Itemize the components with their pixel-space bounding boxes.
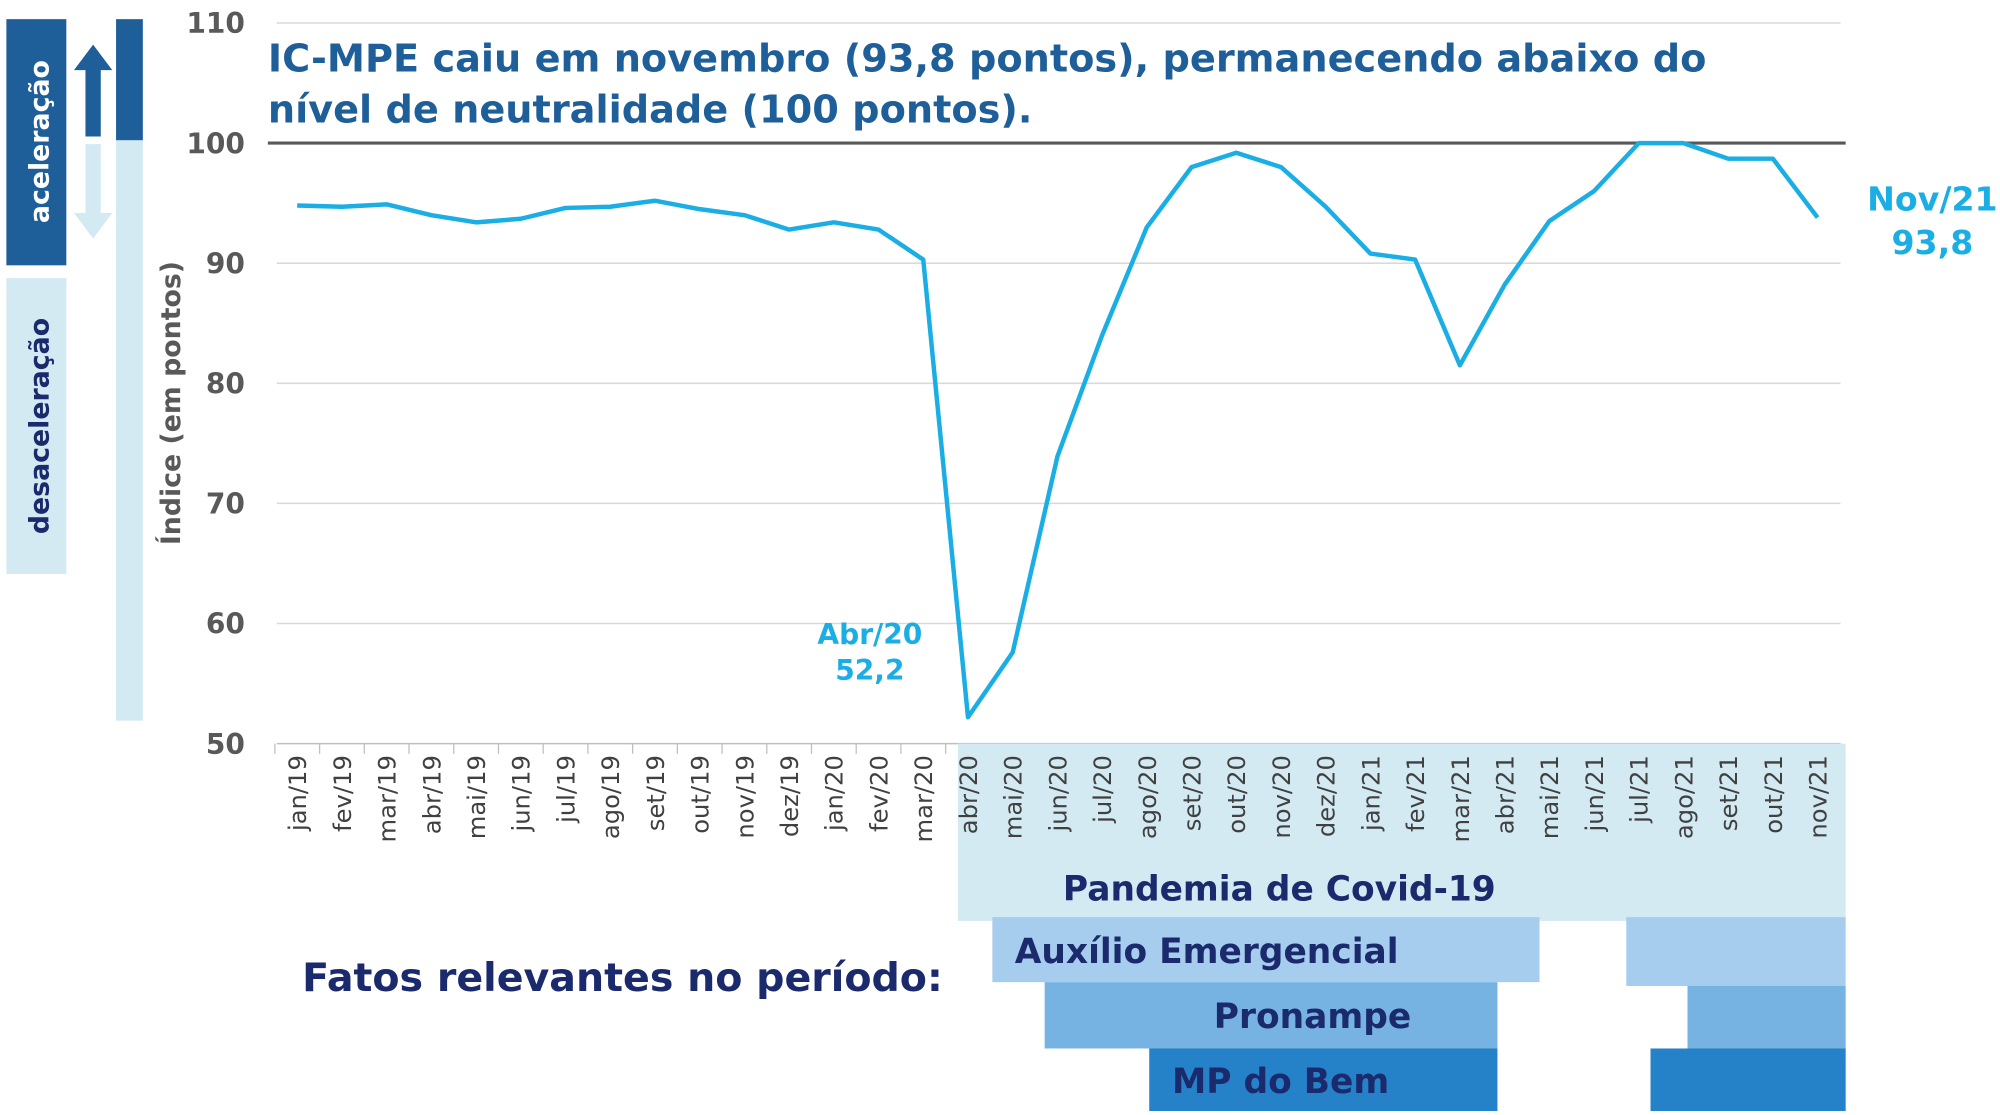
y-axis-label: Índice (em pontos) <box>155 261 187 545</box>
decel-label: desaceleração <box>24 318 55 534</box>
x-tick-label: ago/19 <box>597 755 625 839</box>
pronampe-box <box>1687 985 1846 1049</box>
x-tick-label: nov/20 <box>1268 755 1296 838</box>
data-line <box>297 140 1820 720</box>
x-tick-label: out/20 <box>1223 755 1251 834</box>
x-tick-label: out/21 <box>1760 755 1788 834</box>
x-tick-label: abr/19 <box>418 755 446 834</box>
x-tick-label: jul/20 <box>1089 755 1117 824</box>
x-tick-label: dez/20 <box>1313 755 1341 837</box>
pandemic-box <box>957 743 1846 921</box>
x-tick-label: jan/19 <box>284 755 312 832</box>
x-tick-label: fev/21 <box>1402 755 1430 832</box>
decel-bar <box>116 140 143 721</box>
period-heading: Fatos relevantes no período: <box>302 955 943 1001</box>
x-tick-label: abr/20 <box>955 755 983 834</box>
period-label: MP do Bem <box>1172 1062 1389 1102</box>
accel-label: aceleração <box>24 60 55 223</box>
x-tick-label: jul/21 <box>1626 755 1654 824</box>
x-tick-label: set/21 <box>1715 755 1743 831</box>
accel-box <box>6 19 67 266</box>
value-label: 52,2 <box>835 654 904 687</box>
x-tick-label: set/20 <box>1178 755 1206 831</box>
y-tick-label: 70 <box>206 488 245 521</box>
y-tick-label: 50 <box>206 728 245 761</box>
mp-box <box>1149 1048 1498 1111</box>
x-tick-label: jun/20 <box>1044 755 1072 832</box>
y-tick-label: 110 <box>186 7 245 40</box>
plot-layer <box>274 22 1841 754</box>
x-tick-label: mar/20 <box>910 755 938 842</box>
y-tick-label: 90 <box>206 247 245 280</box>
x-tick-label: nov/19 <box>731 755 759 838</box>
period-label: Auxílio Emergencial <box>1015 932 1399 972</box>
period-label: Pronampe <box>1214 997 1411 1037</box>
decel-box <box>6 278 67 574</box>
x-tick-label: out/19 <box>687 755 715 834</box>
x-tick-label: mar/19 <box>374 755 402 842</box>
up-arrow <box>73 44 113 137</box>
chart-title: IC-MPE caiu em novembro (93,8 pontos), p… <box>268 36 1707 81</box>
x-tick-label: set/19 <box>642 755 670 831</box>
chart-title: nível de neutralidade (100 pontos). <box>268 87 1033 132</box>
x-tick-label: mai/21 <box>1536 755 1564 839</box>
x-tick-label: ago/20 <box>1134 755 1162 839</box>
x-tick-label: jun/19 <box>508 755 536 832</box>
x-tick-label: fev/20 <box>865 755 893 832</box>
x-tick-label: mai/19 <box>463 755 491 839</box>
point-label: Nov/21 <box>1867 179 1997 218</box>
x-tick-label: ago/21 <box>1670 755 1698 839</box>
point-label: Abr/20 <box>817 618 922 651</box>
accel-bar <box>116 19 143 141</box>
y-tick-label: 80 <box>206 368 245 401</box>
x-tick-label: dez/19 <box>776 755 804 837</box>
x-tick-label: mai/20 <box>1000 755 1028 839</box>
x-tick-label: jul/19 <box>552 755 580 824</box>
down-arrow <box>73 144 113 239</box>
auxilio-box <box>992 917 1540 983</box>
pronampe-box <box>1044 982 1498 1049</box>
value-label: 93,8 <box>1891 223 1973 262</box>
x-tick-label: jun/21 <box>1581 755 1609 832</box>
y-tick-label: 100 <box>186 127 245 160</box>
y-tick-label: 60 <box>206 608 245 641</box>
x-tick-label: mar/21 <box>1447 755 1475 842</box>
mp-box <box>1650 1048 1846 1111</box>
x-tick-label: jan/20 <box>821 755 849 832</box>
x-tick-label: abr/21 <box>1492 755 1520 834</box>
x-tick-label: nov/21 <box>1805 755 1833 838</box>
auxilio-box <box>1626 917 1846 986</box>
x-tick-label: jan/21 <box>1357 755 1385 832</box>
period-label: Pandemia de Covid-19 <box>1063 870 1496 910</box>
x-tick-label: fev/19 <box>329 755 357 832</box>
